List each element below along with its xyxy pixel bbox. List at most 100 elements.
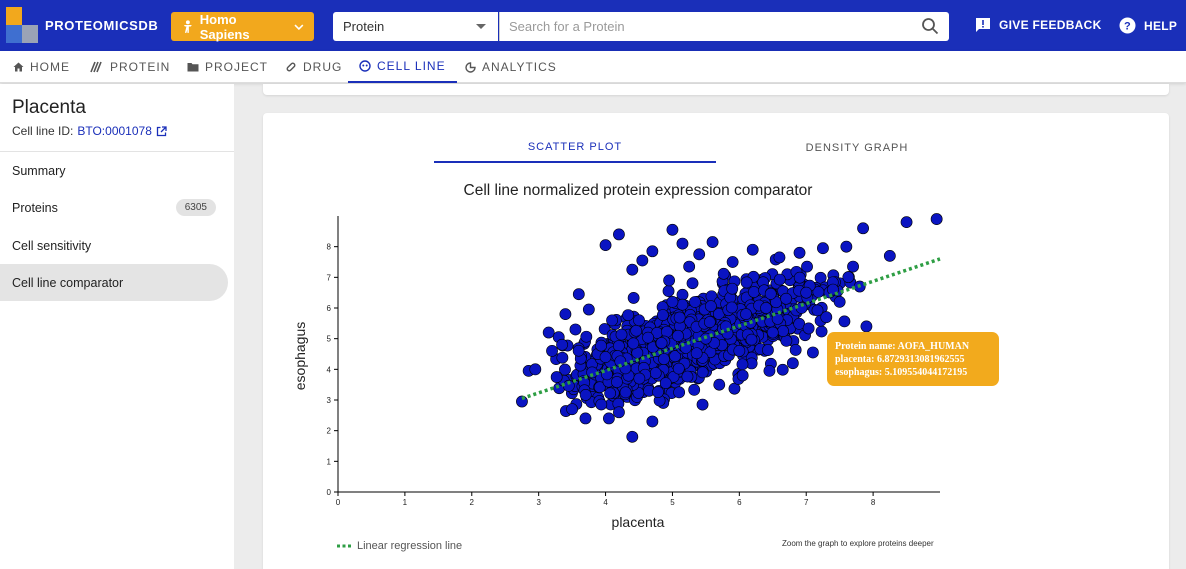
data-point (673, 311, 686, 324)
data-point (646, 245, 659, 258)
tab-scatter-plot[interactable]: SCATTER PLOT (434, 133, 716, 163)
data-point (599, 351, 612, 363)
tab-home-label: HOME (30, 60, 70, 74)
sidebar-item-label: Summary (12, 163, 66, 178)
data-point (615, 328, 628, 341)
data-point (726, 282, 739, 295)
data-point (840, 240, 853, 253)
data-point (814, 271, 827, 284)
external-link-icon[interactable] (156, 125, 167, 137)
data-point (542, 326, 555, 339)
pill-icon (286, 62, 296, 72)
data-point (725, 301, 738, 314)
regression-legend[interactable]: Linear regression line (337, 540, 462, 552)
tab-cell-line[interactable]: CELL LINE (348, 51, 457, 83)
search-type-value: Protein (343, 19, 385, 34)
x-tick-label: 8 (871, 498, 876, 507)
data-point (812, 286, 825, 298)
data-point (669, 350, 681, 363)
data-point (655, 337, 668, 349)
cell-line-id-link[interactable]: BTO:0001078 (77, 124, 152, 138)
data-point (857, 222, 869, 235)
sidebar-item-cell-line-comparator[interactable]: Cell line comparator (0, 264, 228, 301)
data-point (793, 317, 806, 330)
data-point (900, 216, 913, 229)
data-point (546, 345, 558, 357)
data-point (666, 295, 679, 308)
home-icon (13, 62, 24, 72)
data-point (688, 383, 701, 396)
data-point (771, 312, 784, 325)
scatter-plot[interactable]: Cell line normalized protein expression … (263, 113, 1169, 553)
tab-analytics[interactable]: ANALYTICS (465, 51, 557, 83)
data-point (726, 256, 739, 268)
feedback-icon (976, 18, 990, 32)
tab-density-graph[interactable]: DENSITY GRAPH (716, 133, 998, 163)
data-point (652, 386, 664, 398)
sidebar-item-summary[interactable]: Summary (0, 152, 228, 189)
data-point (690, 347, 703, 360)
tab-project[interactable]: PROJECT (187, 51, 268, 83)
data-point (559, 308, 572, 321)
data-point (842, 271, 855, 284)
sidebar-divider (0, 151, 234, 152)
data-point (572, 344, 585, 357)
data-point (676, 237, 689, 250)
proteomicsdb-logo[interactable] (6, 7, 38, 43)
tab-protein[interactable]: PROTEIN (90, 51, 170, 83)
proteins-count-badge: 6305 (175, 199, 216, 216)
search-type-select[interactable]: Protein (333, 12, 498, 41)
data-point (740, 308, 752, 321)
data-point (649, 367, 662, 380)
data-point (793, 271, 806, 284)
data-point (630, 324, 643, 337)
regression-line (521, 257, 941, 401)
sidebar-item-label: Proteins (12, 200, 58, 215)
data-point (789, 344, 802, 356)
data-point (847, 260, 859, 273)
organism-label: Homo Sapiens (199, 11, 250, 42)
feedback-label: GIVE FEEDBACK (999, 18, 1102, 32)
sidebar-item-proteins[interactable]: Proteins 6305 (0, 189, 228, 226)
tab-drug[interactable]: DRUG (285, 51, 342, 83)
sidebar-item-label: Cell sensitivity (12, 238, 92, 253)
tab-home[interactable]: HOME (13, 51, 70, 83)
x-tick-label: 4 (603, 498, 608, 507)
x-tick-label: 3 (536, 498, 541, 507)
tooltip-protein-name: Protein name: AOFA_HUMAN (835, 341, 970, 352)
x-tick-label: 1 (403, 498, 408, 507)
search-icon[interactable] (921, 17, 939, 35)
cell-line-title: Placenta (12, 97, 86, 118)
sidebar-item-cell-sensitivity[interactable]: Cell sensitivity (0, 227, 228, 264)
chevron-down-icon (294, 23, 304, 30)
data-point (760, 302, 772, 314)
data-point (582, 303, 595, 316)
data-point (793, 246, 806, 259)
data-point (883, 249, 896, 262)
previous-card-edge (263, 84, 1169, 95)
app-bar: PROTEOMICSDB Homo Sapiens Protein GIVE F… (0, 0, 1186, 51)
x-tick-label: 5 (670, 498, 675, 507)
help-button[interactable]: ? HELP (1119, 17, 1177, 34)
data-point (662, 285, 675, 297)
data-point (762, 344, 774, 356)
give-feedback-button[interactable]: GIVE FEEDBACK (975, 17, 1102, 33)
tab-scatter-plot-label: SCATTER PLOT (527, 141, 623, 153)
data-point (689, 296, 701, 308)
data-point (802, 322, 815, 335)
data-point (619, 386, 632, 399)
data-point (807, 346, 819, 359)
main-nav: HOME PROTEIN PROJECT DRUG CELL LINE ANAL… (0, 51, 1186, 83)
organism-selector[interactable]: Homo Sapiens (171, 11, 314, 42)
data-point (636, 254, 649, 267)
data-point (657, 309, 669, 321)
search-input[interactable] (499, 12, 949, 41)
sidebar-item-label: Cell line comparator (12, 275, 124, 290)
data-point (696, 366, 709, 379)
data-point (780, 292, 793, 305)
x-tick-label: 6 (737, 498, 742, 507)
help-icon: ? (1119, 17, 1136, 34)
data-point (748, 286, 760, 298)
brand-name[interactable]: PROTEOMICSDB (45, 18, 159, 33)
sidebar: Placenta Cell line ID: BTO:0001078 Summa… (0, 84, 234, 569)
